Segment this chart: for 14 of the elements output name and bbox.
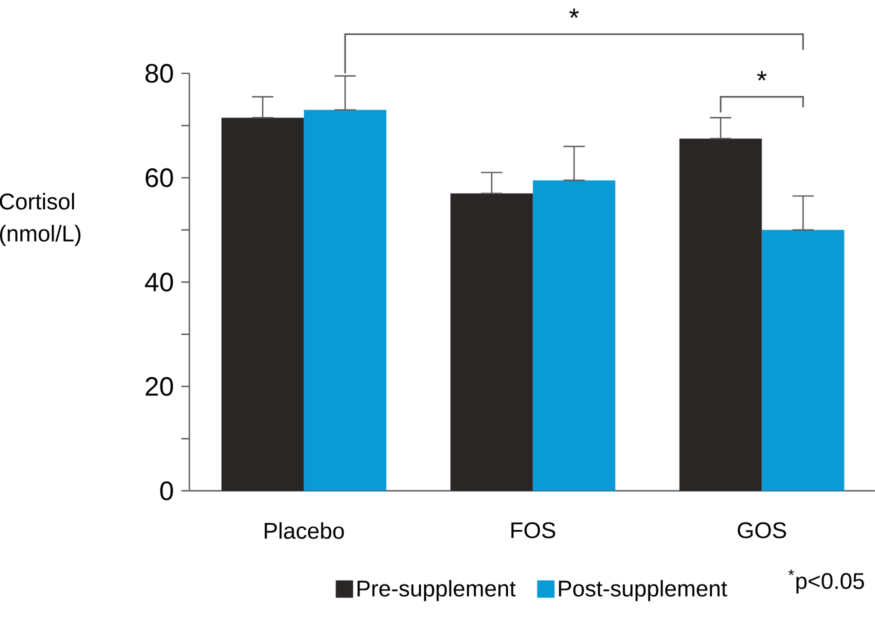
text: * [569, 8, 579, 18]
y-axis-title: Cortisol (nmol/L) [0, 192, 80, 246]
x-tick-label: FOS [511, 522, 556, 538]
legend-label: Pre-supplement [358, 580, 516, 601]
y-tick-label: 20 [146, 376, 173, 396]
annotation: * [757, 71, 767, 80]
x-tick-label: GOS [738, 522, 786, 538]
x-tick-label: Placebo [264, 522, 344, 539]
y-tick-label: 0 [160, 481, 173, 500]
y-tick-label: 80 [146, 64, 173, 83]
y-tick-label: 40 [144, 272, 173, 292]
text: $^{*}$p<0.05 [788, 569, 864, 594]
y-tick-label: 60 [146, 168, 173, 188]
legend-label: Post-supplement [559, 580, 728, 601]
